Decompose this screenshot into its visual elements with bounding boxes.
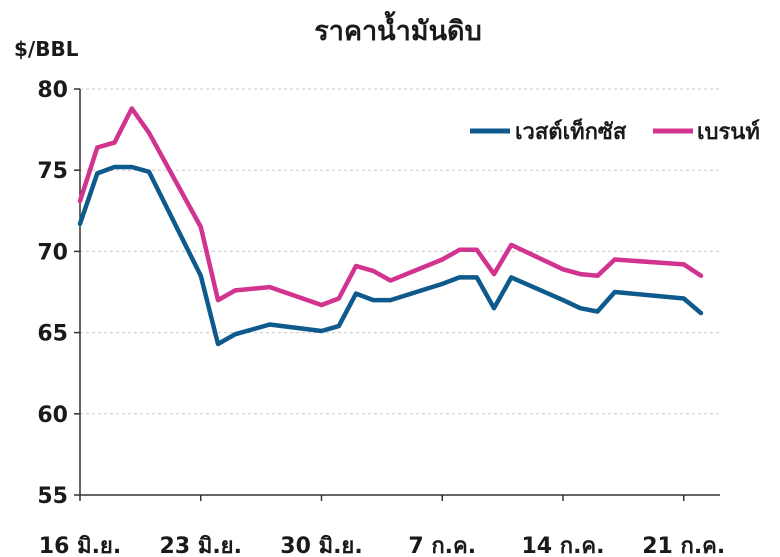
legend: เวสต์เท็กซัส เบรนท์ (470, 117, 760, 145)
y-tick-label: 55 (37, 484, 68, 509)
x-tick-label: 16 มิ.ย. (39, 534, 121, 557)
y-tick-label: 70 (37, 240, 68, 265)
x-tick-label: 21 ก.ค. (642, 534, 725, 557)
y-tick-label: 80 (37, 78, 68, 103)
west-texas-line (77, 164, 704, 347)
gridlines (80, 88, 720, 415)
series-lines (77, 106, 704, 347)
chart-title: ราคาน้ำมันดิบ (314, 10, 481, 47)
y-axis-unit-label: $/BBL (14, 37, 79, 61)
x-tick-label: 14 ก.ค. (521, 534, 604, 557)
brent-line (77, 106, 704, 308)
legend-label-brent: เบรนท์ (697, 119, 760, 145)
legend-label-west-texas: เวสต์เท็กซัส (515, 117, 627, 145)
x-tick-label: 30 มิ.ย. (280, 534, 362, 557)
y-tick-label: 65 (37, 322, 68, 347)
legend-item-brent: เบรนท์ (653, 119, 760, 145)
y-tick-label: 75 (37, 159, 68, 184)
y-tick-label: 60 (37, 403, 68, 428)
x-tick-label: 7 ก.ค. (408, 534, 476, 557)
x-tick-label: 23 มิ.ย. (160, 534, 242, 557)
axes (79, 89, 720, 496)
x-axis-ticks: 16 มิ.ย. 23 มิ.ย. 30 มิ.ย. 7 ก.ค. 14 ก.ค. 21 … (39, 495, 725, 557)
legend-item-west-texas: เวสต์เท็กซัส (470, 117, 627, 145)
y-axis-ticks: 55 60 65 70 75 80 (37, 78, 80, 509)
